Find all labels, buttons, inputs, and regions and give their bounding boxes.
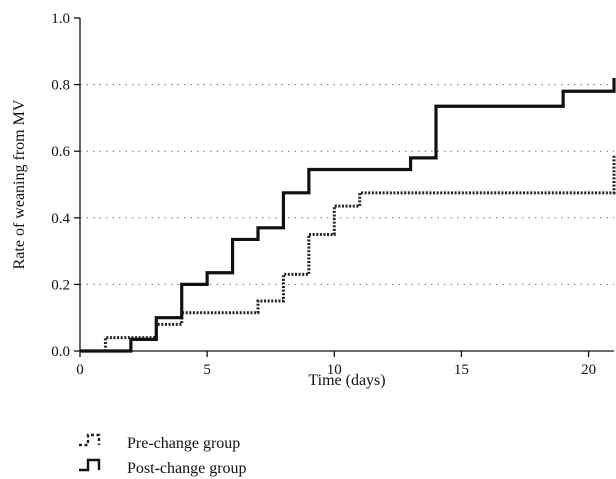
y-tick-label-0: 0.0 <box>51 344 70 360</box>
legend-swatch-pre-change <box>79 433 101 447</box>
x-tick-label-0: 0 <box>76 362 84 378</box>
y-axis-title: Rate of weaning from MV <box>11 99 28 269</box>
axes <box>79 18 614 352</box>
y-tick-label-3: 0.6 <box>51 144 70 160</box>
x-tick-label-4: 20 <box>581 362 596 378</box>
x-axis-title: Time (days) <box>308 372 385 389</box>
ticks: 0.0 0.2 0.4 0.6 0.8 1.0 0 5 10 15 20 <box>51 11 596 378</box>
legend-swatch-post-change <box>79 458 101 472</box>
grid-lines <box>80 84 614 285</box>
series-line-post-change <box>80 77 616 353</box>
legend-label-pre-change: Pre-change group <box>127 435 240 452</box>
y-tick-label-1: 0.2 <box>51 277 70 293</box>
x-tick-label-3: 15 <box>454 362 469 378</box>
y-tick-label-5: 1.0 <box>51 11 70 27</box>
x-tick-label-1: 5 <box>203 362 211 378</box>
series-line-pre-change <box>80 154 616 353</box>
legend: Pre-change group Post-change group <box>79 433 247 477</box>
y-tick-label-4: 0.8 <box>51 78 70 94</box>
y-tick-label-2: 0.4 <box>51 211 70 227</box>
x-tick-label-2: 10 <box>327 362 342 378</box>
series-lines <box>80 77 616 353</box>
legend-label-post-change: Post-change group <box>127 460 247 477</box>
